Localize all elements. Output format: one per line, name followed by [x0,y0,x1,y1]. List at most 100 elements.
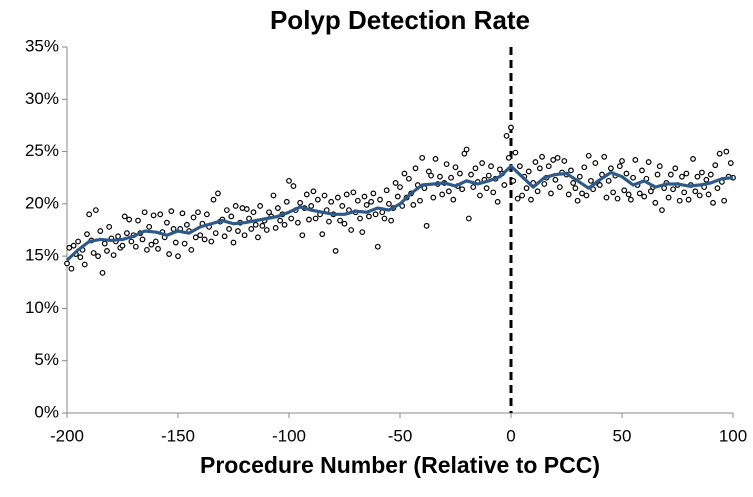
scatter-point [676,197,683,204]
scatter-point [452,164,459,171]
scatter-point [412,165,419,172]
scatter-point [210,196,217,203]
scatter-point [228,213,235,220]
scatter-point [601,153,608,160]
scatter-point [459,186,466,193]
scatter-point [583,192,590,199]
scatter-point [592,160,599,166]
scatter-point [248,226,255,232]
scatter-point [585,152,592,159]
scatter-point [92,207,99,214]
scatter-point [483,185,490,192]
scatter-point [357,215,363,222]
x-tick-label: 0 [506,426,515,445]
scatter-point [532,159,539,165]
scatter-point [550,157,557,163]
scatter-point [494,198,501,205]
scatter-point [694,173,701,180]
scatter-point [77,254,84,261]
scatter-point [652,199,659,206]
scatter-point [405,175,412,182]
scatter-point [288,215,295,222]
scatter-point [308,203,315,209]
scatter-point [667,171,674,178]
scatter-point [485,172,492,179]
scatter-point [596,182,603,188]
scatter-point [321,192,328,199]
scatter-point [334,194,341,201]
scatter-point [226,226,232,232]
scatter-point [512,149,519,156]
scatter-point [290,183,297,189]
scatter-point [621,187,628,194]
x-tick-label: -150 [161,426,195,445]
scatter-point [195,209,201,216]
scatter-point [197,232,204,239]
scatter-point [552,176,559,183]
scatter-point [561,158,568,164]
scatter-point [139,236,146,243]
scatter-point [337,217,343,224]
scatter-point [430,194,437,201]
x-axis-label: Procedure Number (Relative to PCC) [200,452,600,478]
scatter-point [163,219,170,226]
scatter-point [528,196,534,203]
scatter-point [266,209,272,216]
scatter-point [374,243,381,250]
scatter-point [350,189,357,196]
scatter-point [319,231,326,238]
scatter-point [361,193,368,200]
scatter-point [519,192,525,199]
scatter-point [419,154,426,161]
scatter-point [332,248,339,254]
scatter-point [534,188,541,195]
scatter-point [95,253,101,260]
scatter-point [681,189,688,196]
scatter-point [679,173,685,180]
scatter-point [468,171,474,178]
scatter-point [574,197,581,204]
scatter-point [548,190,554,197]
scatter-point [576,173,583,180]
scatter-point [665,194,672,201]
scatter-point [501,182,508,188]
scatter-point [235,228,241,234]
scatter-point [603,194,610,201]
scatter-point [297,199,304,206]
scatter-point [241,232,248,239]
scatter-point [377,196,383,203]
scatter-point [366,213,372,220]
scatter-point [372,211,379,218]
scatter-point [64,260,70,267]
scatter-point [146,223,153,230]
scatter-point [425,168,432,175]
trend-line [65,164,734,262]
y-tick-label: 15% [25,246,59,265]
scatter-point [181,240,188,247]
scatter-point [166,251,173,257]
scatter-point [121,213,128,220]
scatter-point [556,184,563,191]
scatter-point [457,170,463,177]
scatter-point [270,192,277,199]
scatter-point [590,186,597,193]
scatter-point [554,154,561,161]
y-tick-label: 20% [25,193,59,212]
scatter-point [448,174,454,181]
scatter-point [608,165,614,172]
scatter-point [610,189,617,196]
scatter-point [410,202,417,208]
scatter-point [539,153,545,160]
scatter-point [383,187,390,194]
scatter-point [505,154,512,161]
scatter-point [394,193,401,200]
scatter-point [252,221,259,228]
scatter-point [654,171,661,178]
scatter-point [132,243,139,250]
scatter-point [303,191,310,198]
scatter-point [516,163,523,170]
scatter-point [477,192,483,199]
scatter-point [636,190,643,197]
scatter-point [386,200,392,207]
scatter-point [645,159,652,165]
